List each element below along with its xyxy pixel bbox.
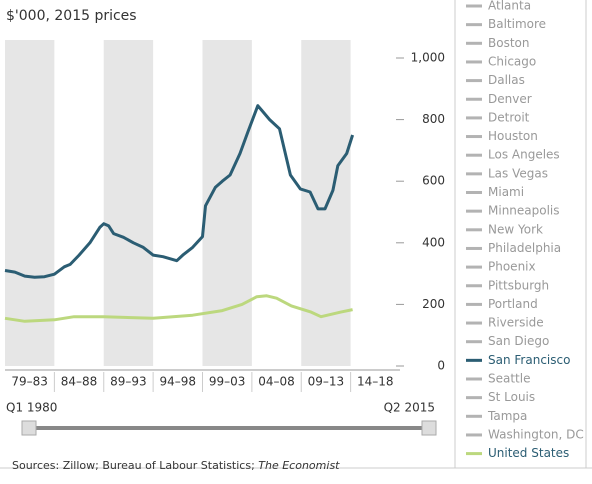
slider-end: Q2 2015 xyxy=(384,401,435,415)
y-tick-label: 0 xyxy=(437,359,445,373)
legend-label[interactable]: Boston xyxy=(488,36,529,50)
legend-label[interactable]: Atlanta xyxy=(488,0,531,13)
period-band xyxy=(5,40,55,366)
legend-label[interactable]: Denver xyxy=(488,92,532,106)
legend-label[interactable]: Houston xyxy=(488,129,538,143)
x-category-label: 09–13 xyxy=(308,375,345,389)
legend-label[interactable]: United States xyxy=(488,446,569,460)
x-category-label: 99–03 xyxy=(209,375,246,389)
legend-label[interactable]: Dallas xyxy=(488,73,525,87)
y-tick-label: 600 xyxy=(422,174,445,188)
x-category-label: 84–88 xyxy=(61,375,98,389)
legend-label[interactable]: Chicago xyxy=(488,54,536,68)
slider-handle[interactable] xyxy=(421,420,437,436)
y-tick-label: 400 xyxy=(422,235,445,249)
legend-label[interactable]: San Francisco xyxy=(488,353,570,367)
y-tick-label: 200 xyxy=(422,297,445,311)
source-italic: The Economist xyxy=(258,459,340,472)
legend-label[interactable]: Riverside xyxy=(488,316,544,330)
legend-label[interactable]: Baltimore xyxy=(488,17,546,31)
legend-label[interactable]: Tampa xyxy=(487,409,527,423)
legend-label[interactable]: Los Angeles xyxy=(488,148,560,162)
series-line xyxy=(4,104,355,279)
legend-label[interactable]: Miami xyxy=(488,185,524,199)
y-tick-label: 1,000 xyxy=(411,51,445,65)
legend-label[interactable]: Phoenix xyxy=(488,260,536,274)
legend-label[interactable]: Portland xyxy=(488,297,538,311)
y-tick-label: 800 xyxy=(422,112,445,126)
legend-label[interactable]: Seattle xyxy=(488,372,530,386)
legend-label[interactable]: Minneapolis xyxy=(488,204,560,218)
legend-label[interactable]: New York xyxy=(488,222,543,236)
legend-label[interactable]: Las Vegas xyxy=(488,166,548,180)
x-category-label: 04–08 xyxy=(258,375,295,389)
legend-label[interactable]: St Louis xyxy=(488,390,535,404)
x-category-label: 14–18 xyxy=(357,375,394,389)
series-line xyxy=(4,294,353,323)
legend-label[interactable]: Washington, DC xyxy=(488,427,584,441)
slider-handle[interactable] xyxy=(21,420,37,436)
chart-title: $'000, 2015 prices xyxy=(6,8,137,24)
x-category-label: 79–83 xyxy=(11,375,48,389)
legend-label[interactable]: Detroit xyxy=(488,110,530,124)
period-band xyxy=(103,40,154,366)
legend-label[interactable]: Pittsburgh xyxy=(488,278,549,292)
source: Sources: Zillow; Bureau of Labour Statis… xyxy=(12,459,340,472)
period-band xyxy=(202,40,252,366)
source-text: Sources: Zillow; Bureau of Labour Statis… xyxy=(12,459,258,472)
x-category-label: 94–98 xyxy=(160,375,197,389)
x-category-label: 89–93 xyxy=(110,375,147,389)
slider-start: Q1 1980 xyxy=(6,401,57,415)
legend-label[interactable]: Philadelphia xyxy=(488,241,561,255)
legend-label[interactable]: San Diego xyxy=(488,334,549,348)
